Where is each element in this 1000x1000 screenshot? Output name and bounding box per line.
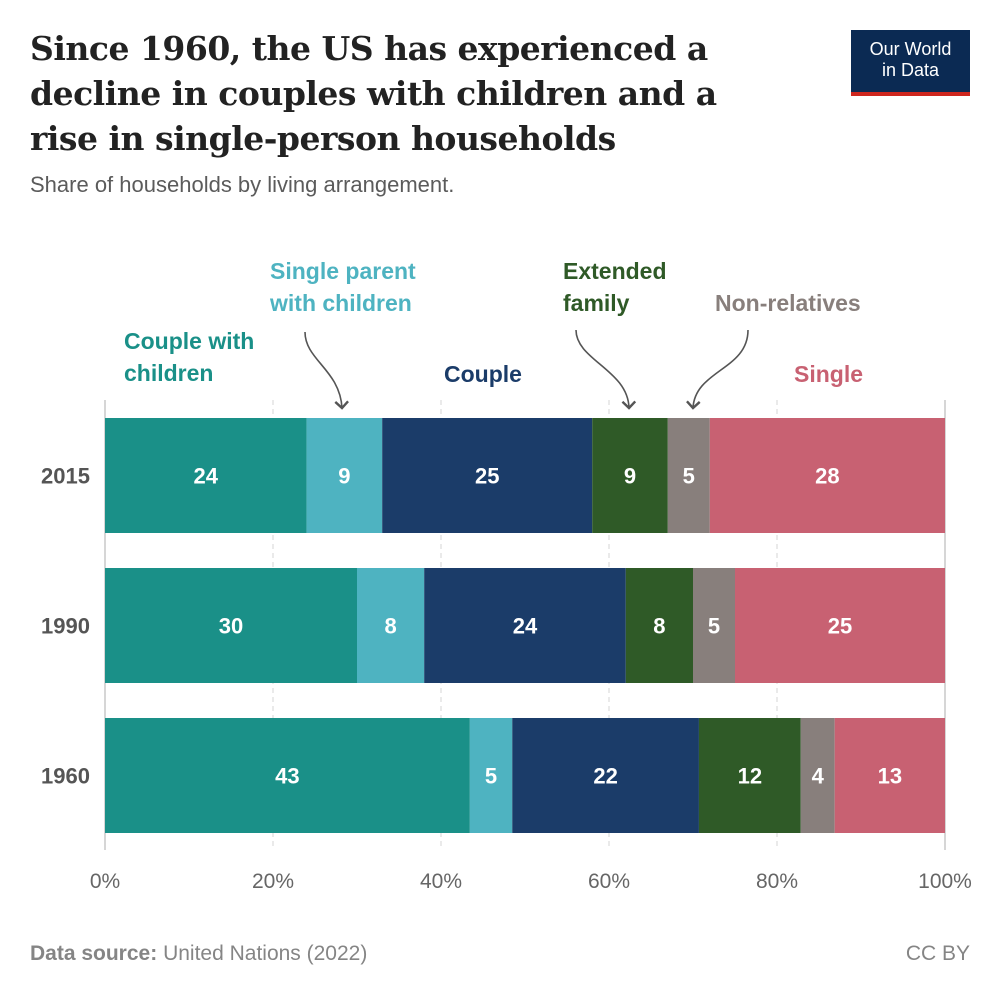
x-tick-label: 0%: [90, 870, 120, 893]
legend-single: Single: [794, 361, 864, 387]
bar-segment: [693, 568, 735, 683]
data-label: 25: [828, 614, 852, 639]
chart-title: Since 1960, the US has experienced a dec…: [30, 29, 717, 158]
data-label: 13: [878, 764, 902, 789]
bar-segment: [424, 568, 626, 683]
arrow-single-parent: [304, 331, 349, 410]
data-label: 8: [384, 614, 396, 639]
bar-segment: [357, 568, 425, 683]
footer-source: Data source: United Nations (2022): [30, 942, 367, 966]
data-label: 24: [513, 614, 538, 639]
data-label: 25: [475, 464, 499, 489]
bar-segment: [512, 718, 699, 833]
data-label: 5: [683, 464, 695, 489]
legend-single-parent: Single parent with children: [270, 258, 416, 316]
data-label: 4: [812, 764, 825, 789]
bar-segment: [105, 718, 470, 833]
arrow-non-relatives: [686, 329, 749, 410]
bar-segment: [625, 568, 693, 683]
data-label: 5: [708, 614, 720, 639]
x-tick-label: 60%: [588, 870, 630, 893]
x-tick-label: 80%: [756, 870, 798, 893]
data-label: 8: [653, 614, 665, 639]
y-category-label: 1960: [41, 764, 90, 789]
bar-segment: [698, 718, 801, 833]
bar-segment: [592, 418, 668, 533]
bar-segment: [469, 718, 513, 833]
bar-segment: [800, 718, 835, 833]
legend-extended-family: Extended family: [563, 258, 667, 316]
bar-segment: [105, 418, 307, 533]
bar-segment: [105, 568, 357, 683]
owid-logo[interactable]: Our World in Data: [851, 30, 970, 96]
data-label: 9: [338, 464, 350, 489]
legend-non-relatives: Non-relatives: [715, 290, 861, 316]
logo-text: Our World in Data: [869, 39, 952, 80]
x-tick-label: 20%: [252, 870, 294, 893]
bar-segment: [667, 418, 710, 533]
x-tick-label: 100%: [918, 870, 972, 893]
y-category-label: 2015: [41, 464, 90, 489]
data-label: 12: [738, 764, 762, 789]
data-label: 30: [219, 614, 243, 639]
license[interactable]: CC BY: [905, 942, 970, 965]
bar-segment: [735, 568, 945, 683]
data-label: 28: [815, 464, 839, 489]
data-label: 24: [194, 464, 219, 489]
data-label: 43: [275, 764, 299, 789]
legend-couple-with-children: Couple with children: [124, 328, 255, 386]
source-text: United Nations (2022): [163, 942, 368, 965]
data-label: 5: [485, 764, 497, 789]
source-label: Data source:: [30, 942, 158, 965]
x-tick-label: 40%: [420, 870, 462, 893]
legend-couple: Couple: [444, 361, 522, 387]
y-category-label: 1990: [41, 614, 90, 639]
data-label: 9: [624, 464, 636, 489]
bar-segment: [382, 418, 593, 533]
chart-subtitle: Share of households by living arrangemen…: [30, 172, 455, 197]
arrow-extended-family: [575, 329, 637, 410]
bar-segment: [306, 418, 383, 533]
bar-segment: [709, 418, 945, 533]
data-label: 22: [593, 764, 617, 789]
bar-segment: [834, 718, 945, 833]
